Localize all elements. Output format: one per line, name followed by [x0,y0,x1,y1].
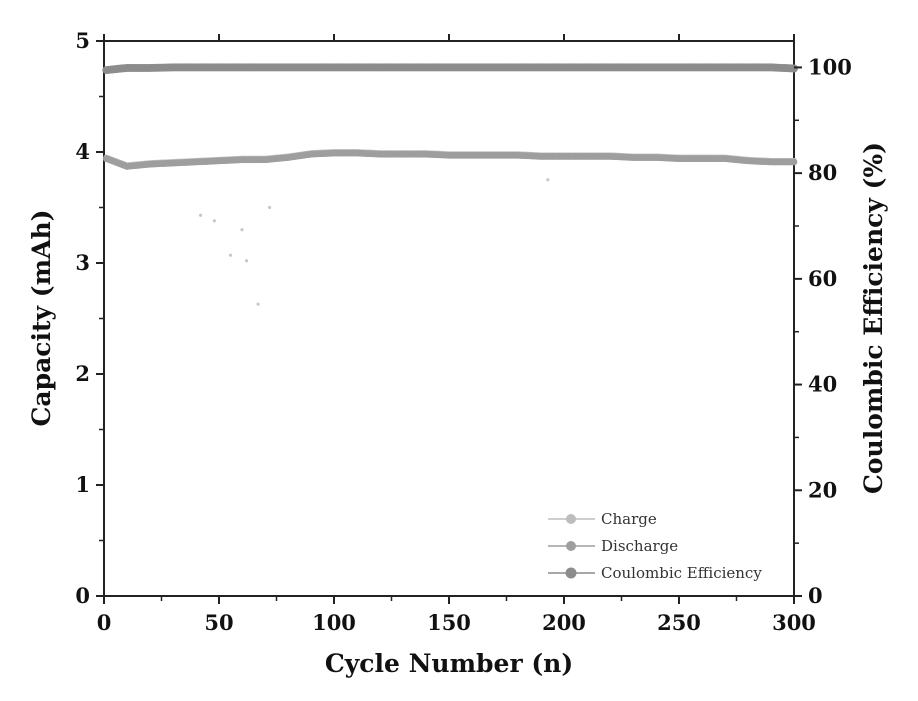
x-tick-label: 300 [772,610,816,635]
y-left-tick-label: 5 [75,28,90,53]
series-coulombic-efficiency [102,63,798,75]
legend-item-charge: Charge [548,510,657,528]
y-left-tick-label: 4 [75,139,90,164]
x-tick-label: 0 [97,610,112,635]
x-tick-label: 50 [204,610,233,635]
y-left-tick-label: 0 [75,583,90,608]
outlier-point [546,178,550,182]
outlier-point [268,205,272,210]
x-axis-title: Cycle Number (n) [325,649,573,678]
series-layer [102,63,798,306]
data-point [790,64,798,73]
y-left-tick-label: 3 [75,250,90,275]
plot-frame [103,40,795,597]
y-left-axis-title: Capacity (mAh) [27,210,56,427]
x-tick-label: 250 [657,610,701,635]
data-point [790,158,798,166]
legend-item-coulombic-efficiency: Coulombic Efficiency [548,564,762,582]
legend-discharge-label: Discharge [601,537,678,555]
y-right-tick-label: 20 [808,477,837,502]
legend-item-discharge: Discharge [548,537,678,555]
legend-charge-label: Charge [601,510,657,528]
legend-discharge-marker [566,541,576,551]
y-right-axis-title: Coulombic Efficiency (%) [859,142,888,494]
y-right-tick-label: 0 [808,583,823,608]
legend-ce-marker [565,567,577,579]
x-tick-label: 200 [542,610,586,635]
series-discharge [102,149,798,170]
y-right-tick-label: 100 [808,54,852,79]
outlier-point [199,213,203,217]
outlier-point [212,219,216,223]
legend-charge-marker [566,514,576,524]
y-right-tick-label: 80 [808,160,837,185]
outlier-point [245,259,249,263]
x-tick-label: 100 [312,610,356,635]
x-tick-label: 150 [427,610,471,635]
y-right-tick-label: 40 [808,372,837,397]
legend-ce-label: Coulombic Efficiency [601,564,762,582]
y-left-tick-label: 2 [75,361,90,386]
y-left-tick-label: 1 [75,472,90,497]
outlier-point [256,302,260,306]
outlier-point [240,228,244,232]
legend: Charge Discharge Coulombic Efficiency [548,510,762,582]
outlier-point [228,253,233,257]
y-right-tick-label: 60 [808,266,837,291]
